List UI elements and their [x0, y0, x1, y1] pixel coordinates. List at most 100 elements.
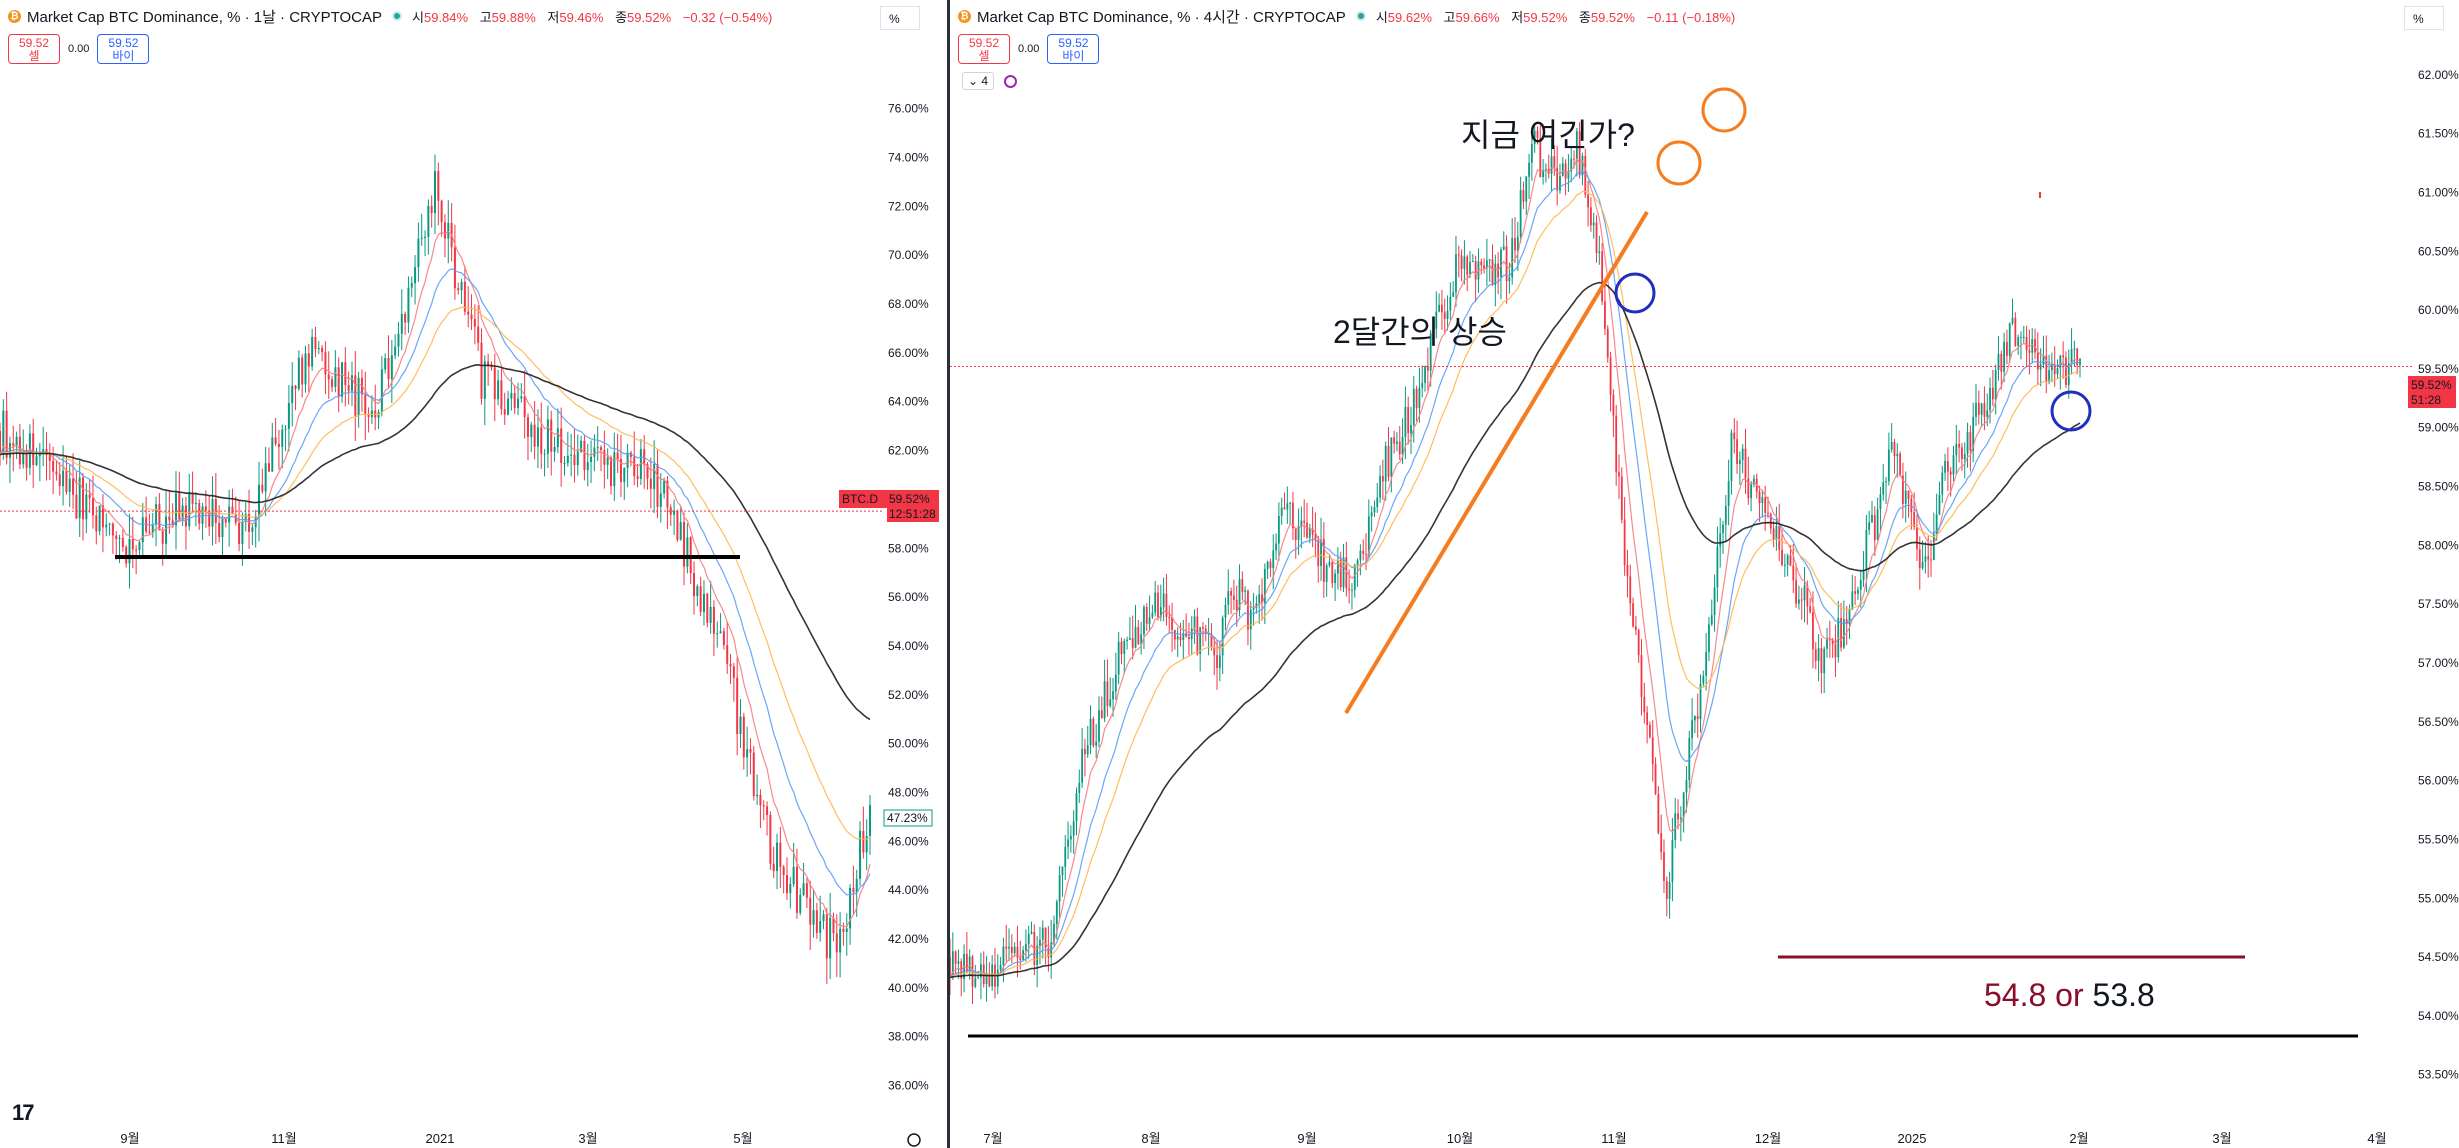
candle-body [1182, 633, 1185, 640]
candle-body [1871, 514, 1873, 523]
candle-body [1545, 168, 1547, 171]
left-chart-pane[interactable]: 76.00% 74.00% 72.00% 70.00% 68.00% 66.00% 64.0… [0, 0, 948, 1148]
candle-body [789, 884, 792, 894]
candle-body [1027, 933, 1030, 945]
candle-body [1738, 459, 1741, 464]
right-chart-pane[interactable]: 62.00% 61.50% 61.00% 60.50% 60.00% 59.50% 59.0… [950, 0, 2459, 1148]
candle-body [1753, 478, 1755, 485]
candle-body [171, 520, 174, 526]
left-buy-button[interactable]: 59.52 바이 [97, 34, 150, 64]
candle-body [590, 456, 593, 463]
candle-body [1609, 357, 1612, 395]
candle-body [1373, 507, 1376, 513]
candle-body [437, 171, 440, 201]
candle-body [957, 961, 960, 964]
candle-body [1868, 522, 1871, 530]
candle-body [1351, 589, 1353, 591]
candle-body [62, 470, 65, 487]
candle-body [1238, 579, 1241, 611]
candle-body [354, 375, 357, 416]
candle-body [1814, 649, 1817, 661]
candle-body [453, 247, 456, 289]
candle-body [742, 716, 745, 758]
pane-divider[interactable] [947, 0, 951, 1148]
candle-body [1800, 599, 1803, 601]
candle-body [716, 633, 719, 635]
candle-body [1140, 634, 1143, 645]
candle-body [1865, 529, 1868, 570]
candle-body [1598, 251, 1601, 254]
candle-body [174, 493, 177, 526]
candle-body [1008, 946, 1010, 949]
candle-body [1370, 512, 1373, 517]
candle-body [1401, 436, 1404, 455]
candle-body [1289, 502, 1292, 504]
candle-body [726, 645, 729, 664]
price-tag: 59.52%51:28 [2408, 376, 2456, 408]
candle-body [1019, 957, 1022, 960]
candle-body [1764, 497, 1767, 513]
candle-body [234, 514, 237, 523]
candle-body [1528, 162, 1530, 177]
left-ohlc: 시59.84% 고59.88% 저59.46% 종59.52% −0.32 (−… [412, 9, 773, 25]
tradingview-logo[interactable]: 17 [12, 1100, 35, 1125]
candle-body [1649, 724, 1651, 738]
candle-body [1553, 156, 1556, 168]
time-axis-label: 10월 [1447, 1131, 1473, 1146]
candle-body [165, 516, 168, 544]
candle-body [463, 281, 466, 312]
candle-body [404, 313, 407, 323]
market-status-icon[interactable] [392, 11, 403, 21]
candle-body [1193, 616, 1196, 629]
candle-body [65, 470, 68, 492]
candle-body [1733, 432, 1736, 440]
time-axis-label: 8월 [1141, 1131, 1160, 1146]
right-symbol-title[interactable]: Market Cap BTC Dominance, % · 4시간 · CRYP… [977, 8, 1346, 26]
left-chart-canvas[interactable]: 76.00% 74.00% 72.00% 70.00% 68.00% 66.00% 64.0… [0, 0, 948, 1148]
right-chart-canvas[interactable]: 62.00% 61.50% 61.00% 60.50% 60.00% 59.50% 59.0… [950, 0, 2459, 1148]
candle-body [25, 450, 28, 468]
market-status-icon[interactable] [1355, 11, 1366, 21]
sync-icon[interactable] [1004, 74, 1018, 88]
left-sell-button[interactable]: 59.52 셀 [8, 34, 60, 64]
candle-body [586, 462, 589, 471]
candle-body [1823, 648, 1826, 674]
candle-body [1798, 599, 1800, 604]
candle-body [1550, 156, 1553, 174]
candle-body [543, 453, 546, 455]
price-tag-value: 59.52% [889, 492, 930, 506]
candle-body [1980, 403, 1983, 415]
right-buy-button[interactable]: 59.52 바이 [1047, 34, 1100, 64]
candle-body [52, 460, 55, 472]
candle-body [709, 606, 712, 623]
right-percent-button[interactable]: % [2404, 6, 2444, 30]
candle-body [666, 480, 669, 508]
candle-body [218, 522, 221, 538]
right-sell-button[interactable]: 59.52 셀 [958, 34, 1010, 64]
candle-body [686, 537, 689, 567]
candle-body [1806, 585, 1809, 607]
candle-body [576, 451, 579, 466]
candle-body [1261, 594, 1263, 603]
price-axis-label: 48.00% [888, 785, 929, 799]
candle-body [327, 374, 330, 380]
candle-body [1963, 454, 1966, 460]
left-percent-button[interactable]: % [880, 6, 920, 30]
candle-body [1966, 432, 1969, 455]
candle-body [852, 887, 855, 893]
candle-body [1249, 609, 1252, 630]
candle-body [1873, 514, 1876, 540]
time-axis-label: 5월 [733, 1131, 752, 1146]
candle-body [91, 498, 94, 516]
trend-line [1344, 210, 1649, 715]
candle-body [659, 493, 662, 507]
price-axis-label: 61.00% [2418, 185, 2459, 199]
candle-body [178, 493, 181, 520]
candle-body [1989, 387, 1991, 411]
candle-body [2048, 370, 2050, 382]
candle-body [443, 222, 446, 239]
candle-body [1488, 259, 1491, 261]
candle-body [1716, 546, 1719, 588]
left-symbol-title[interactable]: Market Cap BTC Dominance, % · 1날 · CRYPT… [27, 8, 383, 26]
indicator-toggle[interactable]: ⌄ 4 [962, 72, 995, 90]
